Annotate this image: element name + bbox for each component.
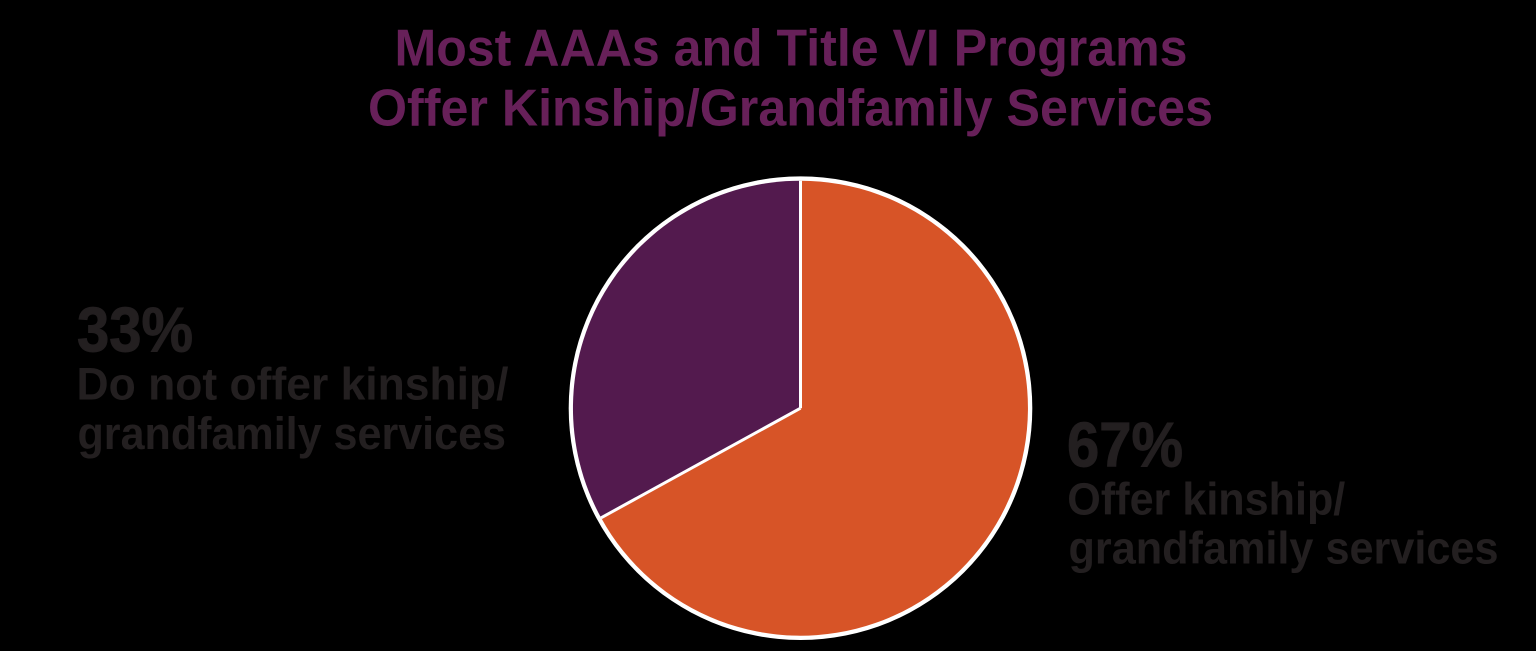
svg-text:67%: 67% (1067, 410, 1183, 480)
svg-text:grandfamily services: grandfamily services (78, 408, 507, 459)
svg-text:Offer kinship/: Offer kinship/ (1067, 474, 1345, 525)
svg-text:33%: 33% (77, 295, 193, 365)
svg-text:Most AAAs and Title VI Program: Most AAAs and Title VI Programs (395, 20, 1188, 78)
svg-text:Offer Kinship/Grandfamily Serv: Offer Kinship/Grandfamily Services (368, 79, 1213, 137)
svg-text:Do not offer kinship/: Do not offer kinship/ (77, 359, 509, 410)
svg-text:grandfamily services: grandfamily services (1069, 523, 1499, 574)
